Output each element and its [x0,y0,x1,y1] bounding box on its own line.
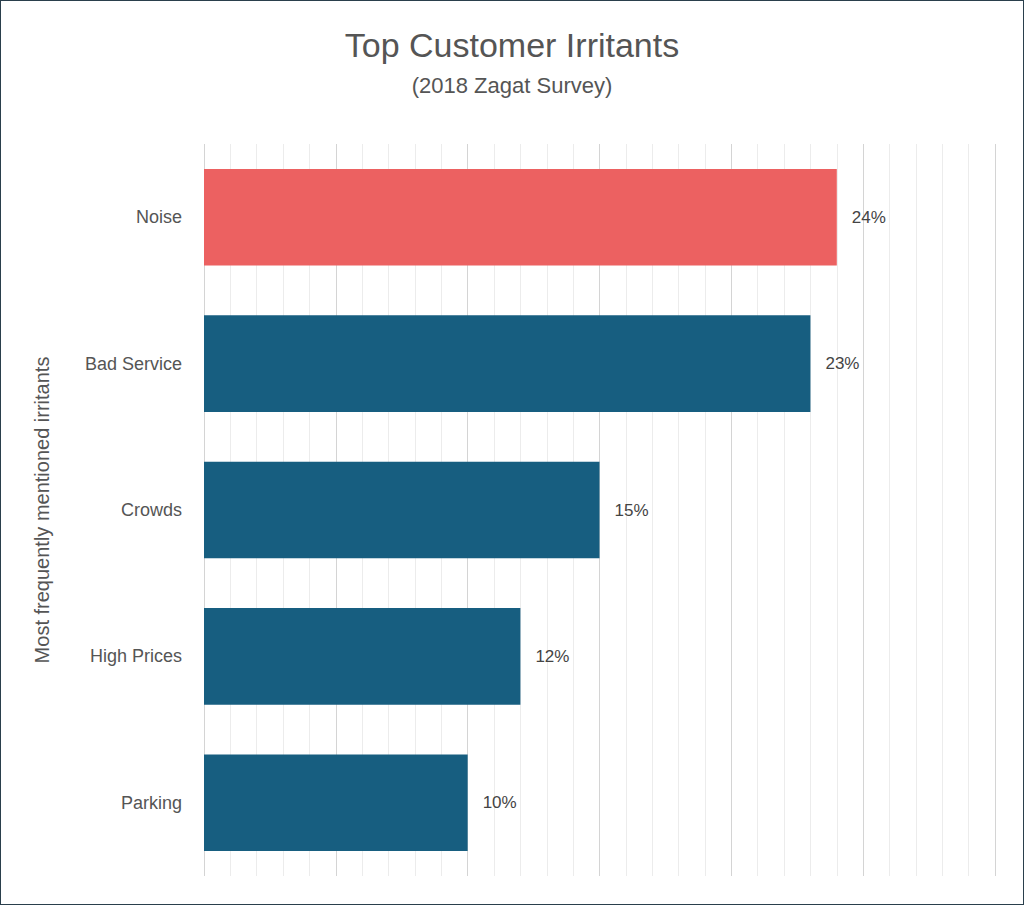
svg-text:High Prices: High Prices [90,646,182,666]
svg-text:24%: 24% [852,208,886,227]
svg-text:Most frequently mentioned irri: Most frequently mentioned irritants [31,357,53,664]
svg-text:12%: 12% [535,647,569,666]
svg-text:(2018 Zagat Survey): (2018 Zagat Survey) [412,73,613,98]
svg-text:Parking: Parking [121,793,182,813]
svg-text:Crowds: Crowds [121,500,182,520]
svg-text:Top Customer Irritants: Top Customer Irritants [345,26,679,64]
svg-text:10%: 10% [483,793,517,812]
svg-text:15%: 15% [615,501,649,520]
svg-text:Bad Service: Bad Service [85,354,182,374]
svg-text:23%: 23% [825,354,859,373]
svg-text:Noise: Noise [136,207,182,227]
